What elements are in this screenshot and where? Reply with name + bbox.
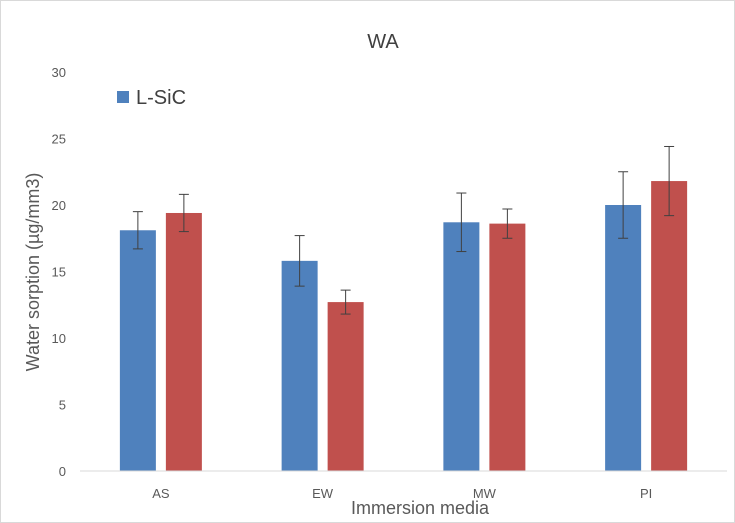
x-axis-ticks: AS EW MW PI [152, 486, 652, 501]
legend: L-SiC [117, 87, 186, 109]
error-bar [132, 211, 143, 250]
bar-series-2-pi [651, 181, 688, 471]
x-axis-label: Immersion media [351, 498, 490, 518]
y-axis-label: Water sorption (µg/mm3) [23, 173, 43, 372]
error-bars-group [132, 145, 675, 315]
y-tick-label: 20 [52, 198, 66, 213]
y-tick-label: 10 [52, 331, 66, 346]
y-tick-label: 30 [52, 65, 66, 80]
bars-group [119, 181, 688, 472]
bar-l-sic-as [119, 230, 156, 471]
error-bar [502, 208, 513, 239]
x-tick-label: EW [312, 486, 334, 501]
error-bar [618, 171, 629, 239]
x-tick-label: MW [473, 486, 497, 501]
x-tick-label: AS [152, 486, 170, 501]
chart-title: WA [367, 31, 399, 53]
x-tick-label: PI [640, 486, 652, 501]
y-tick-label: 0 [59, 464, 66, 479]
error-bar [294, 235, 305, 287]
legend-label-l-sic: L-SiC [136, 87, 186, 109]
y-tick-label: 5 [59, 398, 66, 413]
bar-series-2-mw [489, 223, 526, 471]
y-tick-label: 15 [52, 265, 66, 280]
error-bar [664, 145, 675, 217]
y-axis-ticks: 0 5 10 15 20 25 30 [52, 65, 66, 479]
error-bar [178, 193, 189, 233]
bar-series-2-ew [327, 302, 364, 471]
bar-l-sic-ew [281, 260, 318, 471]
bar-l-sic-mw [443, 222, 480, 471]
y-tick-label: 25 [52, 132, 66, 147]
error-bar [456, 192, 467, 253]
bar-l-sic-pi [605, 205, 642, 471]
legend-swatch-l-sic [117, 91, 129, 103]
bar-series-2-as [165, 212, 202, 472]
error-bar [340, 289, 351, 315]
